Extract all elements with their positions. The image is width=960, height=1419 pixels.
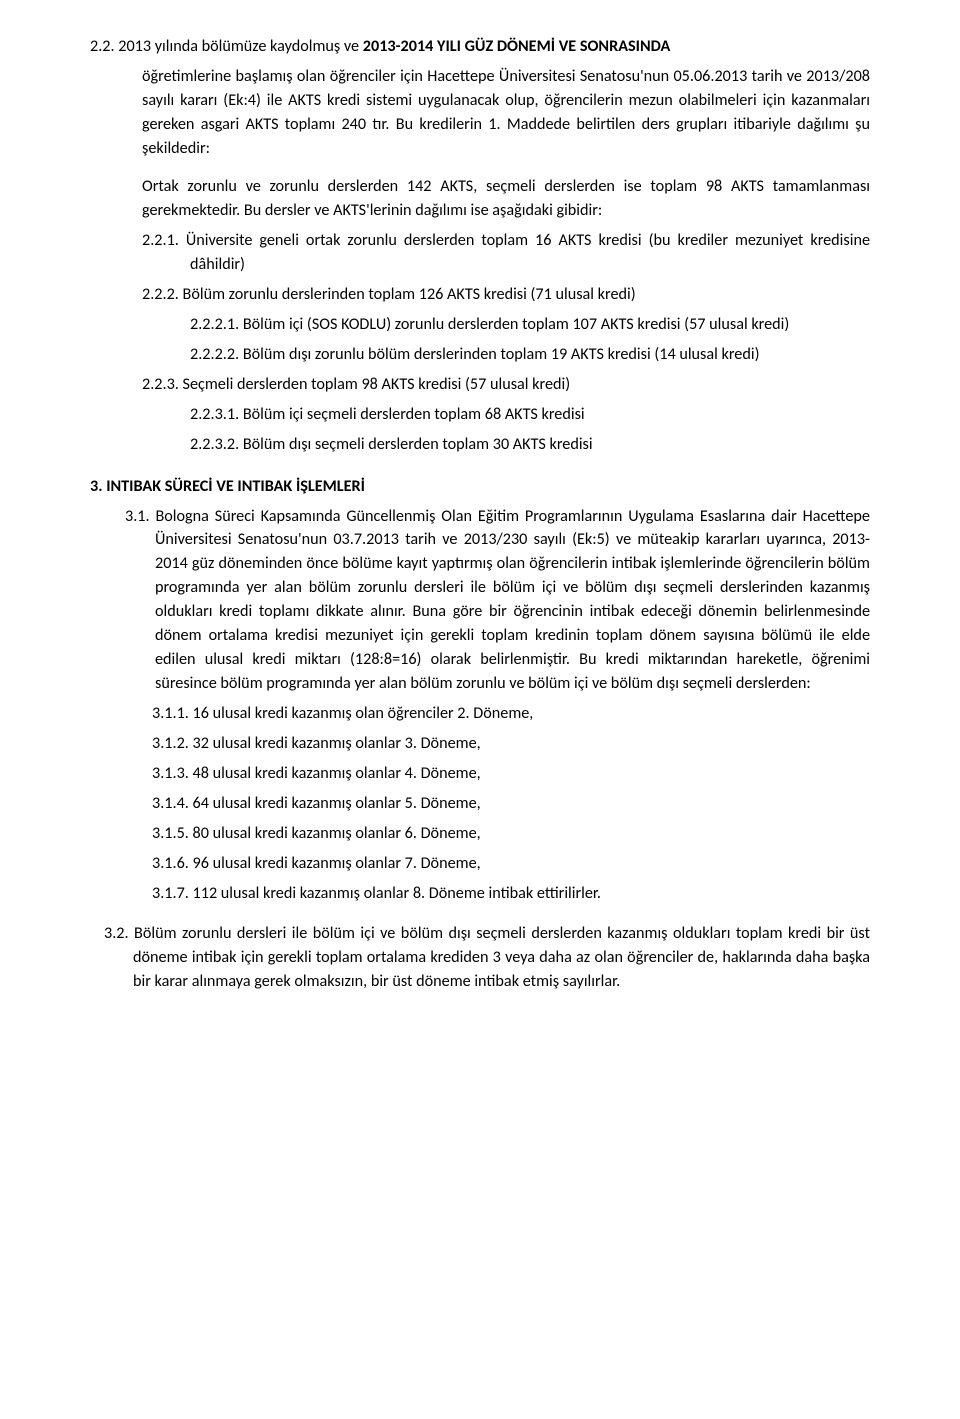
section-3-1-1: 3.1.1. 16 ulusal kredi kazanmış olan öğr…	[90, 702, 870, 726]
section-2-2-2-1: 2.2.2.1. Bölüm içi (SOS KODLU) zorunlu d…	[190, 313, 870, 337]
section-2-2-3: 2.2.3. Seçmeli derslerden toplam 98 AKTS…	[90, 373, 870, 397]
section-3-heading: 3. INTIBAK SÜRECİ VE INTIBAK İŞLEMLERİ	[90, 475, 870, 499]
section-3-1-5: 3.1.5. 80 ulusal kredi kazanmış olanlar …	[90, 822, 870, 846]
section-3-2: 3.2. Bölüm zorunlu dersleri ile bölüm iç…	[90, 922, 870, 994]
section-3-1-4: 3.1.4. 64 ulusal kredi kazanmış olanlar …	[90, 792, 870, 816]
section-2-2-2-2: 2.2.2.2. Bölüm dışı zorunlu bölüm dersle…	[190, 343, 870, 367]
section-2-2-2: 2.2.2. Bölüm zorunlu derslerinden toplam…	[90, 283, 870, 307]
section-2-2-3-2: 2.2.3.2. Bölüm dışı seçmeli derslerden t…	[90, 433, 870, 457]
section-2-2-lead: 2.2. 2013 yılında bölümüze kaydolmuş ve	[90, 37, 363, 56]
section-2-2-bold: 2013-2014 YILI GÜZ DÖNEMİ VE SONRASINDA	[363, 37, 670, 56]
section-3-1-3: 3.1.3. 48 ulusal kredi kazanmış olanlar …	[90, 762, 870, 786]
section-3-1-6: 3.1.6. 96 ulusal kredi kazanmış olanlar …	[90, 852, 870, 876]
section-3-1-2: 3.1.2. 32 ulusal kredi kazanmış olanlar …	[90, 732, 870, 756]
document-page: 2.2. 2013 yılında bölümüze kaydolmuş ve …	[0, 0, 960, 1419]
section-2-2-body: öğretimlerine başlamış olan öğrenciler i…	[90, 65, 870, 161]
section-2-2: 2.2. 2013 yılında bölümüze kaydolmuş ve …	[90, 35, 870, 59]
section-2-2-3-1: 2.2.3.1. Bölüm içi seçmeli derslerden to…	[90, 403, 870, 427]
section-3-1: 3.1. Bologna Süreci Kapsamında Güncellen…	[90, 505, 870, 697]
section-2-2-1: 2.2.1. Üniversite geneli ortak zorunlu d…	[90, 229, 870, 277]
section-3-1-7: 3.1.7. 112 ulusal kredi kazanmış olanlar…	[90, 882, 870, 906]
section-2-2-ortak: Ortak zorunlu ve zorunlu derslerden 142 …	[90, 175, 870, 223]
